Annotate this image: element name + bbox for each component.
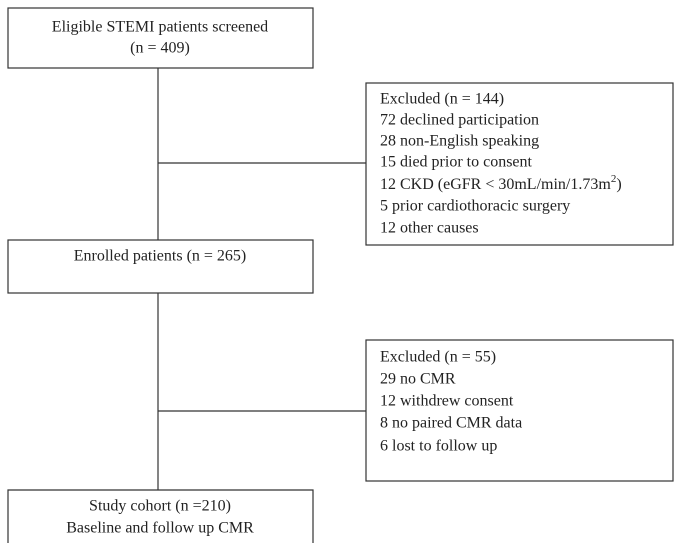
item-suffix: ) [616,176,621,193]
exclusion-item: 12 other causes [380,220,479,237]
exclusion-item: 28 non-English speaking [380,133,539,150]
node-text: Eligible STEMI patients screened [52,19,268,36]
exclusion-item: 8 no paired CMR data [380,415,522,432]
node-text: Baseline and follow up CMR [66,520,254,537]
exclusion-title: Excluded (n = 144) [380,91,504,108]
exclusion-item: 6 lost to follow up [380,438,497,455]
exclusion-item: 12 CKD (eGFR < 30mL/min/1.73m2) [380,173,622,193]
exclusion-item: 29 no CMR [380,371,456,388]
exclusion-item: 15 died prior to consent [380,154,533,171]
exclusion-box [365,82,674,246]
exclusion-item: 12 withdrew consent [380,393,514,410]
enrolled-box [7,239,314,294]
cohort-box [7,489,314,543]
item-text: 12 CKD (eGFR < 30mL/min/1.73m [380,176,611,193]
screened-box [7,7,314,69]
node-text: Enrolled patients (n = 265) [74,248,247,265]
node-text: Study cohort (n =210) [89,498,231,515]
superscript: 2 [611,173,617,185]
node-text: (n = 409) [130,40,190,57]
exclusion-title: Excluded (n = 55) [380,349,496,366]
exclusion-item: 72 declined participation [380,112,539,129]
exclusion-box [365,339,674,482]
exclusion-item: 5 prior cardiothoracic surgery [380,198,570,215]
